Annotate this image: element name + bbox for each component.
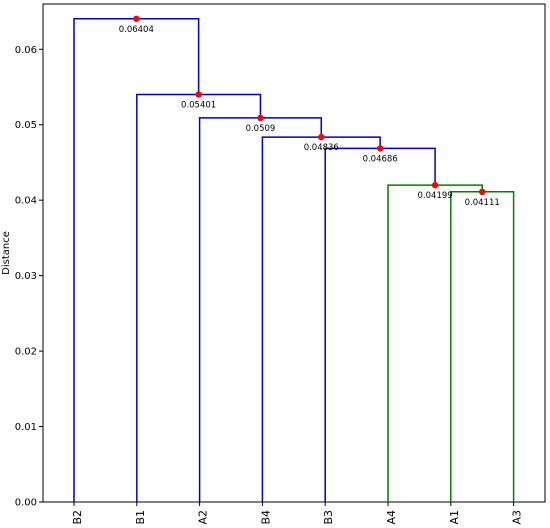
- y-tick-label: 0.01: [15, 422, 37, 433]
- merge-point: [376, 145, 384, 152]
- leaf-label: A4: [385, 510, 398, 525]
- merge-height-label: 0.06404: [119, 25, 154, 35]
- leaf-label: A1: [448, 510, 461, 525]
- y-tick-label: 0.02: [15, 347, 37, 358]
- merge-point: [318, 133, 325, 141]
- y-axis-label: Distance: [1, 231, 12, 275]
- leaf-label: B3: [322, 510, 335, 525]
- dendrogram-link: [324, 147, 436, 502]
- y-tick-label: 0.00: [15, 498, 37, 509]
- merge-height-label: 0.04111: [465, 198, 500, 208]
- y-tick-label: 0.06: [15, 45, 37, 56]
- merge-height-label: 0.0509: [246, 124, 276, 134]
- x-axis: B2 B1 A2 B4 B3 A4 A1 A3: [71, 502, 524, 525]
- y-tick-label: 0.03: [15, 271, 37, 282]
- leaf-label: B1: [134, 510, 147, 525]
- merge-point: [195, 91, 202, 98]
- y-tick-label: 0.05: [15, 120, 37, 131]
- dendrogram-link: [136, 93, 262, 502]
- merge-height-label: 0.05401: [181, 100, 216, 110]
- dendrogram-links: [73, 18, 515, 502]
- merge-labels: 0.04111 0.04199 0.04686 0.04836 0.0509 0.0540…: [119, 25, 500, 208]
- leaf-label: A2: [197, 510, 210, 525]
- dendrogram-link: [261, 136, 381, 502]
- merge-point: [257, 114, 264, 122]
- merge-height-label: 0.04836: [304, 143, 339, 153]
- y-axis: 0.00 0.01 0.02 0.03 0.04 0.05 0.06: [15, 45, 43, 509]
- dendrogram-link: [387, 184, 483, 502]
- merge-point: [133, 15, 140, 22]
- merge-points: [133, 15, 486, 196]
- merge-height-label: 0.04199: [418, 191, 453, 201]
- leaf-label: A3: [511, 510, 524, 525]
- dendrogram-link: [198, 117, 323, 502]
- leaf-label: B4: [259, 510, 272, 525]
- plot-frame: [42, 3, 546, 503]
- merge-point: [431, 181, 439, 189]
- dendrogram-link: [450, 191, 515, 502]
- leaf-label: B2: [71, 510, 84, 525]
- merge-point: [479, 188, 486, 196]
- merge-height-label: 0.04686: [363, 154, 398, 164]
- y-tick-label: 0.04: [15, 196, 37, 207]
